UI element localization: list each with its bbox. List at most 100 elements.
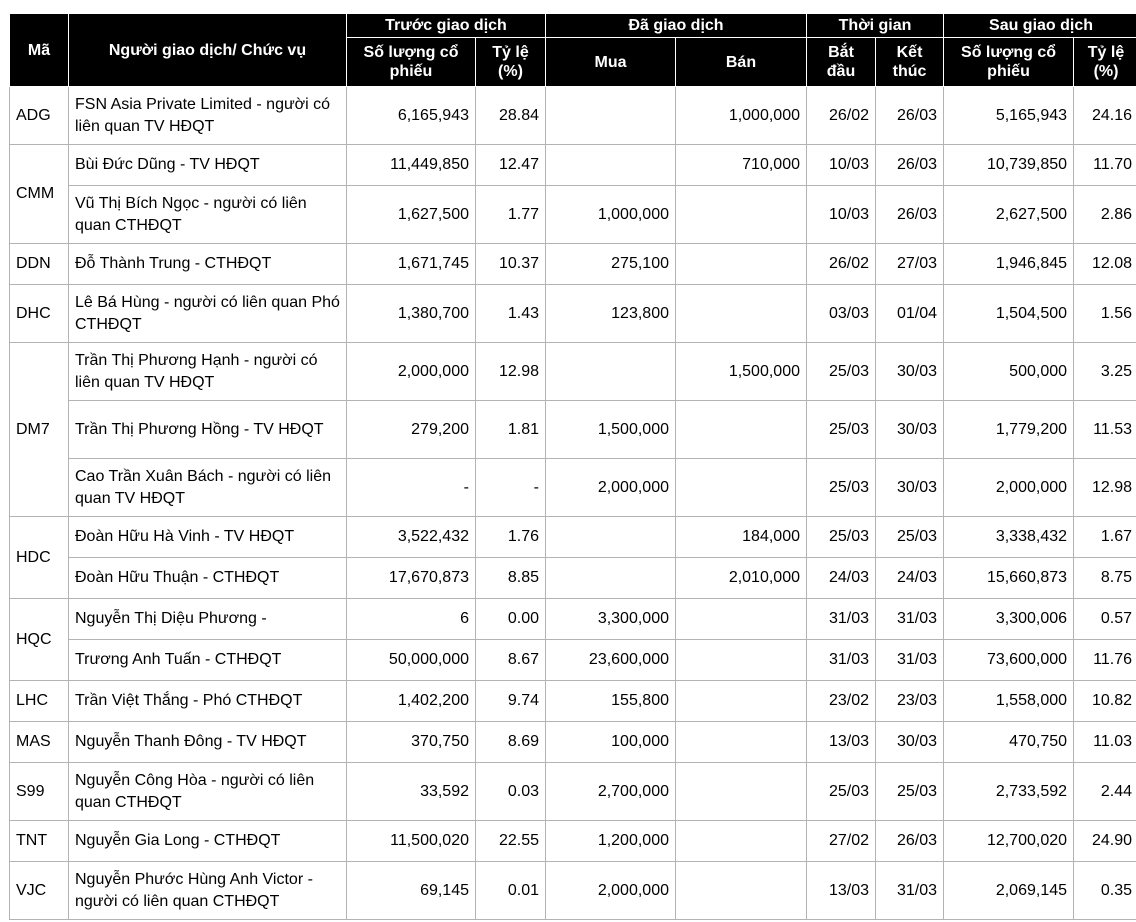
end-date: 23/03 <box>874 680 945 722</box>
table-row: DM7 Trần Thị Phương Hạnh - người có liên … <box>9 342 1136 517</box>
trader-name: Trần Thị Phương Hồng - TV HĐQT <box>68 400 347 459</box>
stock-code: DDN <box>9 243 69 285</box>
buy-qty: 155,800 <box>545 680 676 722</box>
end-date: 26/03 <box>874 820 945 862</box>
trader-name: Đỗ Thành Trung - CTHĐQT <box>68 243 347 285</box>
before-pct: 0.01 <box>475 861 546 920</box>
after-qty: 3,338,432 <box>943 516 1075 558</box>
header-traded-group: Đã giao dịch <box>545 13 807 38</box>
after-pct: 10.82 <box>1073 680 1136 722</box>
sell-qty <box>675 762 807 821</box>
start-date: 25/03 <box>806 458 876 517</box>
trader-name: Trần Việt Thắng - Phó CTHĐQT <box>68 680 347 722</box>
after-qty: 1,946,845 <box>943 243 1075 285</box>
start-date: 23/02 <box>806 680 876 722</box>
after-qty: 470,750 <box>943 721 1075 763</box>
table-row: Đoàn Hữu Thuận - CTHĐQT 17,670,873 8.85 2,0… <box>10 557 1136 599</box>
trader-name: FSN Asia Private Limited - người có liên… <box>68 86 347 145</box>
before-pct: 1.76 <box>475 516 546 558</box>
trader-name: Đoàn Hữu Hà Vinh - TV HĐQT <box>68 516 347 558</box>
header-time-group: Thời gian <box>805 13 945 38</box>
trader-name: Đoàn Hữu Thuận - CTHĐQT <box>68 557 347 599</box>
after-pct: 2.44 <box>1073 762 1136 821</box>
after-pct: 3.25 <box>1073 342 1136 401</box>
buy-qty <box>545 144 676 186</box>
table-row: Vũ Thị Bích Ngọc - người có liên quan CT… <box>10 185 1136 244</box>
table-row: CMM Bùi Đức Dũng - TV HĐQT 11,449,850 12.47… <box>9 144 1136 244</box>
header-end: Kết thúc <box>874 37 945 87</box>
buy-qty: 1,200,000 <box>545 820 676 862</box>
before-qty: 1,380,700 <box>346 284 476 343</box>
after-qty: 3,300,006 <box>943 598 1075 640</box>
trader-name: Nguyễn Công Hòa - người có liên quan CTH… <box>68 762 347 821</box>
end-date: 31/03 <box>874 639 945 681</box>
start-date: 24/03 <box>806 557 876 599</box>
before-qty: - <box>346 458 476 517</box>
trader-name: Lê Bá Hùng - người có liên quan Phó CTHĐ… <box>68 284 347 343</box>
start-date: 27/02 <box>806 820 876 862</box>
stock-code: DHC <box>9 284 69 343</box>
before-pct: 1.43 <box>475 284 546 343</box>
buy-qty: 2,000,000 <box>545 458 676 517</box>
end-date: 26/03 <box>874 185 945 244</box>
before-pct: 1.81 <box>475 400 546 459</box>
after-qty: 15,660,873 <box>943 557 1075 599</box>
end-date: 24/03 <box>874 557 945 599</box>
trader-name: Vũ Thị Bích Ngọc - người có liên quan CT… <box>68 185 347 244</box>
before-pct: 8.85 <box>475 557 546 599</box>
before-qty: 69,145 <box>346 861 476 920</box>
stock-code: HQC <box>9 598 69 681</box>
sell-qty <box>675 721 807 763</box>
sell-qty <box>675 243 807 285</box>
trader-name: Bùi Đức Dũng - TV HĐQT <box>68 144 347 186</box>
after-pct: 1.56 <box>1073 284 1136 343</box>
after-pct: 24.90 <box>1073 820 1136 862</box>
header-before-group: Trước giao dịch <box>346 13 546 38</box>
before-pct: 8.67 <box>475 639 546 681</box>
table-row: Trương Anh Tuấn - CTHĐQT 50,000,000 8.67 23… <box>10 639 1136 681</box>
end-date: 26/03 <box>874 144 945 186</box>
sell-qty <box>675 680 807 722</box>
end-date: 31/03 <box>874 861 945 920</box>
before-qty: 11,449,850 <box>346 144 476 186</box>
end-date: 30/03 <box>874 458 945 517</box>
start-date: 25/03 <box>806 400 876 459</box>
table-row: HDC Đoàn Hữu Hà Vinh - TV HĐQT 3,522,432 1.… <box>9 516 1136 599</box>
header-person: Người giao dịch/ Chức vụ <box>68 13 347 87</box>
buy-qty <box>545 557 676 599</box>
buy-qty: 2,000,000 <box>545 861 676 920</box>
table-row: DDN Đỗ Thành Trung - CTHĐQT 1,671,745 10.37… <box>9 243 1136 285</box>
header-before-ratio: Tỷ lệ (%) <box>475 37 546 87</box>
start-date: 26/02 <box>806 86 876 145</box>
buy-qty: 1,000,000 <box>545 185 676 244</box>
buy-qty: 23,600,000 <box>545 639 676 681</box>
end-date: 27/03 <box>874 243 945 285</box>
stock-code: S99 <box>9 762 69 821</box>
end-date: 25/03 <box>874 516 945 558</box>
before-qty: 6 <box>346 598 476 640</box>
start-date: 13/03 <box>806 861 876 920</box>
after-pct: 11.70 <box>1073 144 1136 186</box>
table-row: Trần Thị Phương Hồng - TV HĐQT 279,200 1.8… <box>10 400 1136 459</box>
buy-qty <box>545 86 676 145</box>
before-qty: 279,200 <box>346 400 476 459</box>
before-qty: 6,165,943 <box>346 86 476 145</box>
trader-name: Nguyễn Thanh Đông - TV HĐQT <box>68 721 347 763</box>
stock-code: ADG <box>9 86 69 145</box>
before-pct: 22.55 <box>475 820 546 862</box>
table-row: MAS Nguyễn Thanh Đông - TV HĐQT 370,750 8.6… <box>9 721 1136 763</box>
header-after-shares: Số lượng cổ phiếu <box>943 37 1075 87</box>
table-header: Mã Người giao dịch/ Chức vụ Trước giao d… <box>9 13 1136 87</box>
end-date: 25/03 <box>874 762 945 821</box>
stock-code: HDC <box>9 516 69 599</box>
sell-qty: 1,000,000 <box>675 86 807 145</box>
sell-qty <box>675 185 807 244</box>
after-pct: 11.76 <box>1073 639 1136 681</box>
after-pct: 8.75 <box>1073 557 1136 599</box>
start-date: 10/03 <box>806 185 876 244</box>
after-pct: 24.16 <box>1073 86 1136 145</box>
sell-qty <box>675 639 807 681</box>
before-pct: 8.69 <box>475 721 546 763</box>
sell-qty: 710,000 <box>675 144 807 186</box>
after-pct: 12.08 <box>1073 243 1136 285</box>
